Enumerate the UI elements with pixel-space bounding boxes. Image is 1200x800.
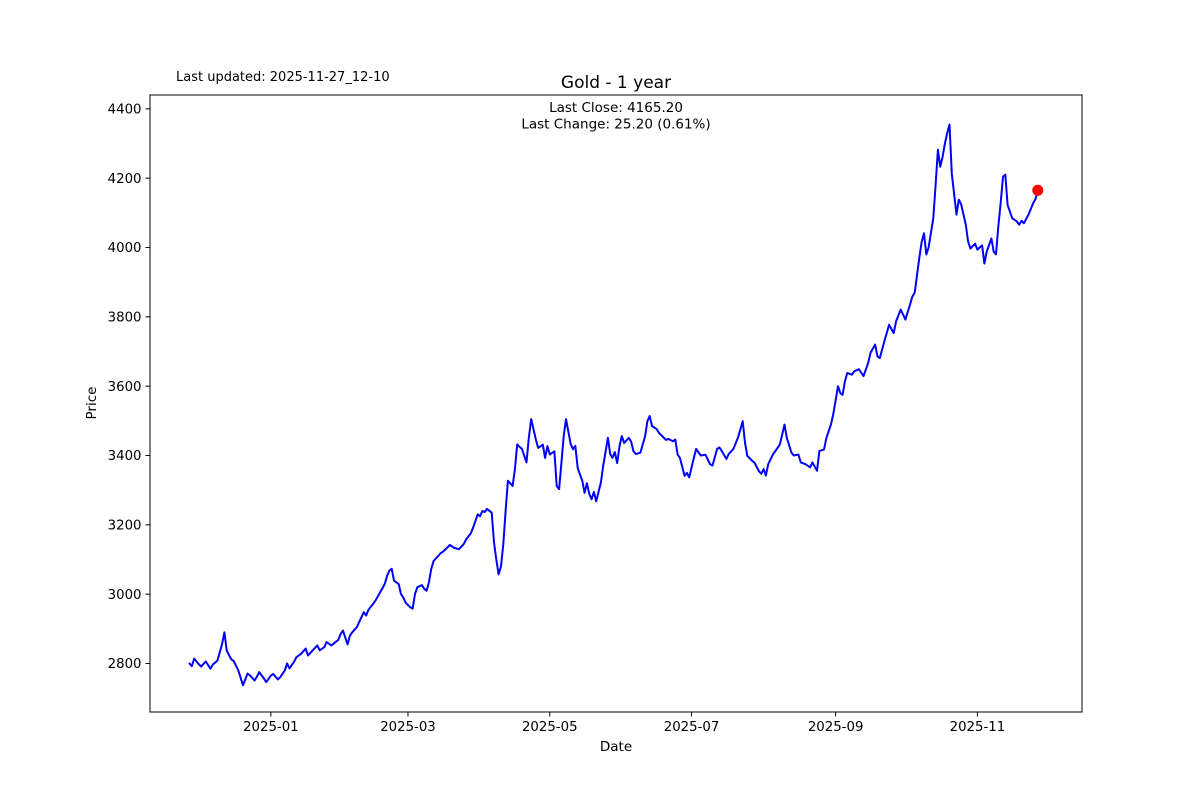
axes-frame <box>149 94 1083 713</box>
x-tick-label: 2025-09 <box>808 720 864 735</box>
x-tick-label: 2025-11 <box>950 720 1006 735</box>
y-tick-label: 3000 <box>108 588 142 603</box>
price-line <box>188 123 1039 687</box>
x-axis-label: Date <box>600 739 632 755</box>
x-axis-ticks: 2025-01 2025-03 2025-05 2025-07 2025-09 2025-… <box>243 712 1005 735</box>
x-tick-label: 2025-07 <box>664 720 720 735</box>
y-tick-label: 3400 <box>108 449 142 464</box>
y-tick-label: 3800 <box>108 311 142 326</box>
last-change-text: Last Change: 25.20 (0.61%) <box>521 117 710 133</box>
chart-title: Gold - 1 year <box>561 73 671 93</box>
y-axis-ticks: 2800 3000 3200 3400 3600 3800 4000 4200 4400 <box>108 103 150 672</box>
x-tick-label: 2025-01 <box>243 720 299 735</box>
y-tick-label: 2800 <box>108 657 142 672</box>
last-price-marker <box>1032 184 1044 196</box>
y-tick-label: 4000 <box>108 241 142 256</box>
y-tick-label: 4400 <box>108 103 142 118</box>
x-tick-label: 2025-03 <box>380 720 436 735</box>
last-close-text: Last Close: 4165.20 <box>549 100 683 116</box>
y-tick-label: 4200 <box>108 172 142 187</box>
last-updated-annotation: Last updated: 2025-11-27_12-10 <box>176 70 390 85</box>
x-tick-label: 2025-05 <box>522 720 578 735</box>
y-tick-label: 3200 <box>108 519 142 534</box>
y-tick-label: 3600 <box>108 380 142 395</box>
y-axis-label: Price <box>84 387 100 420</box>
